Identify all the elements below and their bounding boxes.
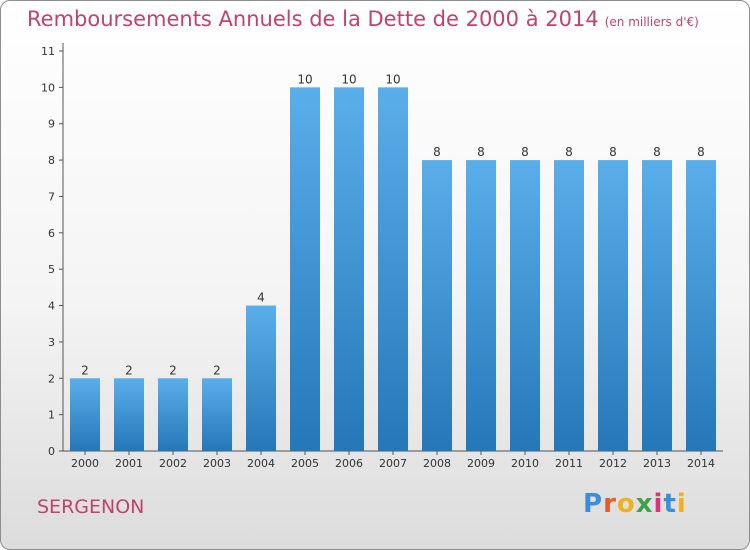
bar-2006	[334, 87, 364, 451]
bar-2011	[554, 160, 584, 451]
y-tick-label: 7	[48, 190, 55, 203]
chart-title-text: Remboursements Annuels de la Dette de 20…	[27, 7, 599, 31]
bar-2013	[642, 160, 672, 451]
x-tick-label: 2007	[379, 457, 407, 470]
chart-labels: 2000 2 2001 2 2002 2 2003 2 2004 4 2005 10 2006 10 200…	[71, 72, 715, 470]
bar-2014	[686, 160, 716, 451]
logo-letter: r	[603, 489, 617, 519]
bar-2000	[70, 378, 100, 451]
chart-bars	[70, 87, 716, 451]
x-tick-label: 2001	[115, 457, 143, 470]
data-label: 10	[385, 72, 400, 86]
y-tick-label: 1	[48, 409, 55, 422]
x-tick-label: 2011	[555, 457, 583, 470]
x-tick-label: 2006	[335, 457, 363, 470]
x-tick-label: 2010	[511, 457, 539, 470]
x-tick-label: 2013	[643, 457, 671, 470]
y-tick-label: 0	[48, 445, 55, 458]
data-label: 2	[213, 363, 221, 377]
y-tick-label: 10	[41, 81, 55, 94]
bar-2003	[202, 378, 232, 451]
logo-letter: i	[676, 489, 687, 519]
bar-2007	[378, 87, 408, 451]
data-label: 8	[565, 145, 573, 159]
y-tick-label: 4	[48, 300, 55, 313]
data-label: 10	[297, 72, 312, 86]
bar-2012	[598, 160, 628, 451]
bar-2008	[422, 160, 452, 451]
data-label: 4	[257, 291, 265, 305]
y-tick-label: 6	[48, 227, 55, 240]
bar-2001	[114, 378, 144, 451]
bar-2004	[246, 305, 276, 451]
y-tick-label: 3	[48, 336, 55, 349]
data-label: 8	[697, 145, 705, 159]
data-label: 8	[609, 145, 617, 159]
x-tick-label: 2008	[423, 457, 451, 470]
logo-letter: o	[616, 489, 636, 519]
x-tick-label: 2004	[247, 457, 275, 470]
y-tick-label: 9	[48, 118, 55, 131]
proxiti-logo: Proxiti	[583, 489, 687, 519]
x-tick-label: 2009	[467, 457, 495, 470]
logo-letter: i	[653, 489, 664, 519]
bar-2002	[158, 378, 188, 451]
data-label: 2	[81, 363, 89, 377]
data-label: 8	[433, 145, 441, 159]
y-tick-label: 5	[48, 263, 55, 276]
x-tick-label: 2012	[599, 457, 627, 470]
place-name: SERGENON	[37, 496, 145, 518]
x-tick-label: 2002	[159, 457, 187, 470]
data-label: 2	[125, 363, 133, 377]
logo-letter: t	[663, 489, 677, 519]
bar-2009	[466, 160, 496, 451]
logo-letter: P	[583, 489, 604, 519]
x-tick-label: 2000	[71, 457, 99, 470]
x-tick-label: 2014	[687, 457, 715, 470]
x-tick-label: 2005	[291, 457, 319, 470]
chart-unit-label: (en milliers d'€)	[604, 15, 699, 29]
data-label: 8	[477, 145, 485, 159]
bar-2010	[510, 160, 540, 451]
data-label: 8	[653, 145, 661, 159]
y-tick-label: 2	[48, 372, 55, 385]
y-tick-label: 11	[41, 45, 55, 58]
logo-letter: x	[635, 489, 654, 519]
data-label: 2	[169, 363, 177, 377]
y-tick-label: 8	[48, 154, 55, 167]
data-label: 10	[341, 72, 356, 86]
bar-2005	[290, 87, 320, 451]
data-label: 8	[521, 145, 529, 159]
chart-title: Remboursements Annuels de la Dette de 20…	[27, 7, 699, 31]
x-tick-label: 2003	[203, 457, 231, 470]
